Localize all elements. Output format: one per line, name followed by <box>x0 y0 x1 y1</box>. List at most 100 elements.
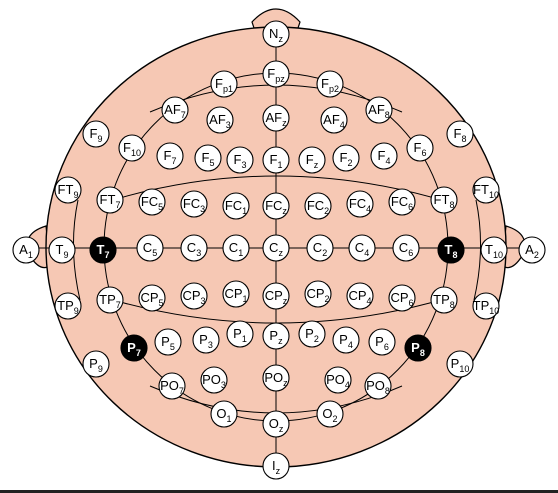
electrode-p2: P2 <box>298 320 326 348</box>
electrode-marker <box>180 282 208 310</box>
electrode-marker <box>120 334 148 362</box>
electrode-marker <box>364 372 392 400</box>
electrode-marker <box>298 320 326 348</box>
electrode-a1: A1 <box>12 236 40 264</box>
electrode-label: F2 <box>340 150 353 168</box>
electrode-label: A1 <box>19 242 33 260</box>
electrode-label: CP6 <box>390 290 413 308</box>
electrode-p6: P6 <box>368 328 396 356</box>
electrode-marker <box>365 96 393 124</box>
electrode-marker <box>12 236 40 264</box>
electrode-marker <box>262 282 290 310</box>
electrode-cp2: CP2 <box>304 280 332 308</box>
electrode-label: AF8 <box>368 102 390 120</box>
electrode-p10: P10 <box>446 350 474 378</box>
electrode-label: FC2 <box>307 198 329 216</box>
electrode-label: AF3 <box>209 112 231 130</box>
electrode-label: P9 <box>89 356 103 374</box>
electrode-marker <box>406 134 434 162</box>
electrode-f2: F2 <box>332 144 360 172</box>
electrode-label: TP9 <box>57 298 79 316</box>
electrode-marker <box>346 190 374 218</box>
electrode-marker <box>180 190 208 218</box>
electrode-marker <box>306 234 334 262</box>
electrode-marker <box>180 234 208 262</box>
electrode-label: TP7 <box>99 292 121 310</box>
electrode-label: Nz <box>269 26 283 44</box>
electrode-marker <box>262 146 290 174</box>
electrode-label: P2 <box>305 326 319 344</box>
electrode-label: AF7 <box>164 102 186 120</box>
electrode-f1: F1 <box>262 146 290 174</box>
electrode-p5: P5 <box>154 328 182 356</box>
electrode-label: C2 <box>313 240 327 258</box>
electrode-label: F4 <box>378 148 391 166</box>
electrode-fc1: FC1 <box>222 192 250 220</box>
electrode-marker <box>388 284 416 312</box>
electrode-label: Oz <box>269 416 284 434</box>
electrode-label: FC1 <box>225 198 247 216</box>
electrode-label: CP4 <box>348 288 371 306</box>
electrode-fcz: FCz <box>262 192 290 220</box>
electrode-marker <box>222 234 250 262</box>
electrode-marker <box>138 188 166 216</box>
electrode-label: TP10 <box>473 298 500 316</box>
electrode-label: F3 <box>234 152 247 170</box>
electrode-label: FC6 <box>391 194 413 212</box>
electrode-f10: F10 <box>118 134 146 162</box>
electrode-label: FC3 <box>183 196 205 214</box>
electrode-label: AF4 <box>323 112 345 130</box>
electrode-fc6: FC6 <box>388 188 416 216</box>
electrode-label: F10 <box>123 140 141 158</box>
electrode-c1: C1 <box>222 234 250 262</box>
electrode-poz: POz <box>262 364 290 392</box>
electrode-marker <box>446 120 474 148</box>
electrode-po8: PO8 <box>364 372 392 400</box>
electrode-label: POz <box>264 370 288 388</box>
electrode-cpz: CPz <box>262 282 290 310</box>
electrode-marker <box>262 60 290 88</box>
electrode-label: F6 <box>414 140 427 158</box>
electrode-ft10: FT10 <box>472 176 500 204</box>
electrode-label: F1 <box>270 152 283 170</box>
electrode-ft9: FT9 <box>54 176 82 204</box>
electrode-label: Pz <box>269 328 283 346</box>
electrode-f3: F3 <box>226 146 254 174</box>
electrode-o2: O2 <box>316 400 344 428</box>
electrode-label: C4 <box>355 240 369 258</box>
electrode-label: Fpz <box>267 66 285 84</box>
electrode-marker <box>304 192 332 220</box>
electrode-marker <box>48 236 76 264</box>
electrode-label: C1 <box>229 240 243 258</box>
electrode-label: PO4 <box>326 372 350 390</box>
electrode-label: A2 <box>525 242 539 260</box>
electrode-p3: P3 <box>192 326 220 354</box>
electrode-fc2: FC2 <box>304 192 332 220</box>
electrode-label: Cz <box>269 240 283 258</box>
electrode-cp3: CP3 <box>180 282 208 310</box>
electrode-c5: C5 <box>136 234 164 262</box>
electrode-label: T9 <box>56 242 69 260</box>
electrode-c3: C3 <box>180 234 208 262</box>
electrode-marker <box>316 70 344 98</box>
electrode-f4: F4 <box>370 142 398 170</box>
electrode-marker <box>437 236 465 264</box>
electrode-label: T10 <box>485 242 503 260</box>
electrode-marker <box>210 400 238 428</box>
electrode-oz: Oz <box>262 410 290 438</box>
electrode-af3: AF3 <box>206 106 234 134</box>
electrode-label: TP8 <box>433 292 455 310</box>
electrode-cp5: CP5 <box>138 284 166 312</box>
electrode-marker <box>82 350 110 378</box>
electrode-marker <box>262 452 290 480</box>
electrode-label: FT9 <box>58 182 79 200</box>
electrode-label: FCz <box>265 198 287 216</box>
electrode-marker <box>404 334 432 362</box>
electrode-marker <box>54 292 82 320</box>
electrode-marker <box>518 236 546 264</box>
electrode-cz: Cz <box>262 234 290 262</box>
electrode-label: PO8 <box>366 378 390 396</box>
electrode-marker <box>194 144 222 172</box>
electrode-c4: C4 <box>348 234 376 262</box>
electrode-p8: P8 <box>404 334 432 362</box>
